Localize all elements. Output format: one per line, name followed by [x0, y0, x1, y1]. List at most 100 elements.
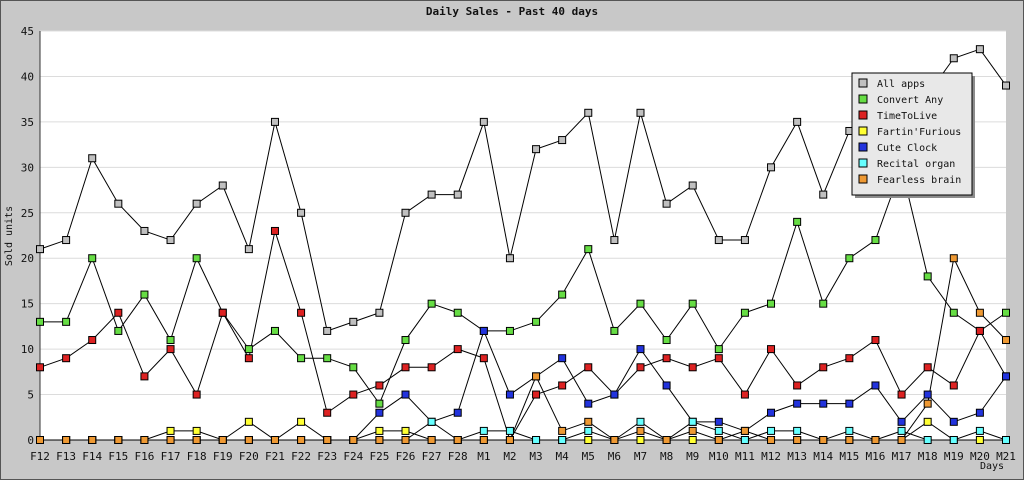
- data-point-timetolive: [140, 372, 149, 381]
- data-point-recital-organ: [767, 426, 776, 435]
- data-point-recital-organ: [897, 426, 906, 435]
- legend-swatch: [858, 142, 868, 152]
- data-point-convert-any: [349, 363, 358, 372]
- x-tick-label: M1: [477, 450, 490, 463]
- legend-label: Convert Any: [877, 95, 943, 106]
- x-tick-label: M10: [709, 450, 729, 463]
- data-point-convert-any: [1002, 308, 1010, 317]
- data-point-timetolive: [297, 308, 306, 317]
- data-point-convert-any: [270, 326, 279, 335]
- data-point-cute-clock: [819, 399, 828, 408]
- data-point-convert-any: [244, 345, 253, 354]
- data-point-all-apps: [36, 245, 44, 254]
- data-point-convert-any: [505, 326, 514, 335]
- data-point-recital-organ: [923, 436, 932, 444]
- series-line-timetolive: [39, 228, 1007, 442]
- data-point-convert-any: [297, 354, 306, 363]
- data-point-timetolive: [845, 354, 854, 363]
- data-point-cute-clock: [662, 381, 671, 390]
- x-tick-label: M13: [787, 450, 807, 463]
- data-point-all-apps: [218, 181, 227, 190]
- data-point-cute-clock: [505, 390, 514, 399]
- data-point-recital-organ: [714, 426, 723, 435]
- x-tick-label: M20: [970, 450, 990, 463]
- data-point-timetolive: [558, 381, 567, 390]
- data-point-recital-organ: [636, 417, 645, 426]
- data-point-all-apps: [688, 181, 697, 190]
- data-point-timetolive: [244, 354, 253, 363]
- data-point-all-apps: [323, 326, 332, 335]
- x-tick-label: F27: [422, 450, 442, 463]
- data-point-all-apps: [662, 199, 671, 208]
- data-point-all-apps: [166, 236, 175, 245]
- data-point-timetolive: [218, 308, 227, 317]
- x-tick-label: F23: [317, 450, 337, 463]
- data-point-timetolive: [192, 390, 201, 399]
- data-point-timetolive: [166, 345, 175, 354]
- data-point-timetolive: [740, 390, 749, 399]
- data-point-fearless-brain: [427, 436, 436, 444]
- data-point-convert-any: [36, 317, 44, 326]
- data-point-cute-clock: [793, 399, 802, 408]
- data-point-convert-any: [323, 354, 332, 363]
- data-point-all-apps: [558, 136, 567, 145]
- data-point-fearless-brain: [349, 436, 358, 444]
- data-point-fearless-brain: [375, 436, 384, 444]
- data-point-all-apps: [740, 236, 749, 245]
- data-point-fearless-brain: [192, 436, 201, 444]
- data-point-timetolive: [975, 326, 984, 335]
- legend-label: Fearless brain: [877, 175, 961, 186]
- legend-box: [851, 72, 973, 196]
- data-point-convert-any: [62, 317, 71, 326]
- data-point-cute-clock: [767, 408, 776, 417]
- y-tick-label: 40: [21, 70, 34, 83]
- data-point-timetolive: [636, 363, 645, 372]
- data-point-fearless-brain: [297, 436, 306, 444]
- data-point-timetolive: [479, 354, 488, 363]
- data-point-convert-any: [166, 336, 175, 345]
- x-tick-label: F14: [82, 450, 102, 463]
- data-point-fearless-brain: [636, 426, 645, 435]
- data-point-timetolive: [767, 345, 776, 354]
- data-point-convert-any: [662, 336, 671, 345]
- legend-swatch: [858, 78, 868, 88]
- y-tick-label: 20: [21, 252, 34, 265]
- data-point-cute-clock: [453, 408, 462, 417]
- data-point-cute-clock: [871, 381, 880, 390]
- data-point-fartin-furious: [923, 417, 932, 426]
- y-tick-label: 45: [21, 25, 34, 38]
- data-point-recital-organ: [479, 426, 488, 435]
- data-point-fearless-brain: [166, 436, 175, 444]
- data-point-all-apps: [767, 163, 776, 172]
- data-point-fearless-brain: [662, 436, 671, 444]
- x-tick-label: F28: [448, 450, 468, 463]
- data-point-fearless-brain: [714, 436, 723, 444]
- data-point-convert-any: [688, 299, 697, 308]
- data-point-recital-organ: [688, 417, 697, 426]
- data-point-all-apps: [584, 108, 593, 117]
- y-tick-label: 35: [21, 116, 34, 129]
- data-point-convert-any: [636, 299, 645, 308]
- data-point-timetolive: [323, 408, 332, 417]
- data-point-convert-any: [923, 272, 932, 281]
- data-point-all-apps: [532, 145, 541, 154]
- x-tick-label: F16: [134, 450, 154, 463]
- legend-swatch: [858, 158, 868, 168]
- data-point-fearless-brain: [793, 436, 802, 444]
- data-point-fartin-furious: [297, 417, 306, 426]
- data-point-recital-organ: [845, 426, 854, 435]
- data-point-cute-clock: [610, 390, 619, 399]
- x-tick-label: F22: [291, 450, 311, 463]
- data-point-fartin-furious: [636, 436, 645, 444]
- plot-area: [40, 31, 1006, 440]
- data-point-timetolive: [793, 381, 802, 390]
- data-point-cute-clock: [845, 399, 854, 408]
- data-point-all-apps: [349, 317, 358, 326]
- data-point-fearless-brain: [244, 436, 253, 444]
- data-point-all-apps: [62, 236, 71, 245]
- x-tick-label: F13: [56, 450, 76, 463]
- legend-swatch: [858, 126, 868, 136]
- series-group: [36, 45, 1010, 444]
- data-point-all-apps: [140, 226, 149, 235]
- data-point-timetolive: [36, 363, 44, 372]
